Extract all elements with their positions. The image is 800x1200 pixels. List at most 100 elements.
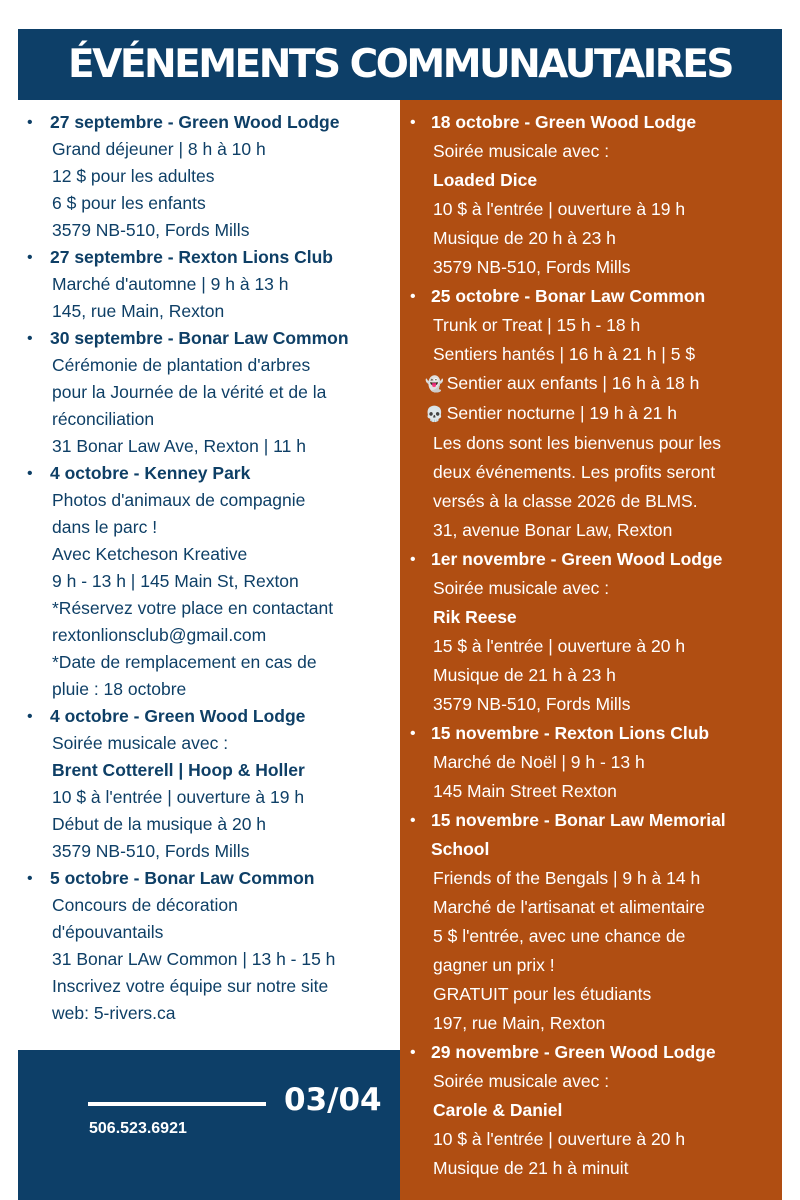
detail-text: Rik Reese xyxy=(433,607,517,627)
detail-text: Soirée musicale avec : xyxy=(52,733,229,753)
event-detail: Soirée musicale avec : xyxy=(431,1067,782,1096)
bullet-icon: • xyxy=(410,812,416,829)
detail-text: réconciliation xyxy=(52,409,155,429)
list-item: • 15 novembre - Bonar Law Memorial School F… xyxy=(400,806,782,1038)
event-detail: Musique de 21 h à minuit xyxy=(431,1154,782,1183)
event-detail: 145, rue Main, Rexton xyxy=(50,298,400,325)
event-detail: 9 h - 13 h | 145 Main St, Rexton xyxy=(50,568,400,595)
event-detail: Marché de l'artisanat et alimentaire xyxy=(431,893,782,922)
list-item: • 4 octobre - Green Wood Lodge Soirée musi… xyxy=(18,703,400,865)
detail-text: 10 $ à l'entrée | ouverture à 19 h xyxy=(433,199,686,219)
event-detail: versés à la classe 2026 de BLMS. xyxy=(431,487,782,516)
event-detail: Friends of the Bengals | 9 h à 14 h xyxy=(431,864,782,893)
list-item: • 4 octobre - Kenney Park Photos d'animaux… xyxy=(18,460,400,703)
bullet-icon: • xyxy=(27,870,33,887)
detail-text: Soirée musicale avec : xyxy=(433,578,610,598)
detail-text: Marché de l'artisanat et alimentaire xyxy=(433,897,705,917)
list-item: • 18 octobre - Green Wood Lodge Soirée mus… xyxy=(400,108,782,282)
performer-name: Rik Reese xyxy=(431,603,782,632)
event-title-cont: School xyxy=(431,839,490,859)
detail-text: Soirée musicale avec : xyxy=(433,141,610,161)
event-detail: GRATUIT pour les étudiants xyxy=(431,980,782,1009)
detail-text: pluie : 18 octobre xyxy=(52,679,187,699)
detail-text: GRATUIT pour les étudiants xyxy=(433,984,652,1004)
detail-text: 9 h - 13 h | 145 Main St, Rexton xyxy=(52,571,299,591)
detail-text: 5 $ l'entrée, avec une chance de xyxy=(433,926,686,946)
detail-text: gagner un prix ! xyxy=(433,955,555,975)
detail-text: Marché de Noël | 9 h - 13 h xyxy=(433,752,645,772)
list-item: • 27 septembre - Green Wood Lodge Grand dé… xyxy=(18,109,400,244)
left-column: • 27 septembre - Green Wood Lodge Grand dé… xyxy=(18,100,400,1050)
detail-text: deux événements. Les profits seront xyxy=(433,462,716,482)
detail-text: *Réservez votre place en contactant xyxy=(52,598,334,618)
event-detail: gagner un prix ! xyxy=(431,951,782,980)
event-detail: 145 Main Street Rexton xyxy=(431,777,782,806)
event-detail: Photos d'animaux de compagnie xyxy=(50,487,400,514)
event-detail: pour la Journée de la vérité et de la xyxy=(50,379,400,406)
detail-text: 3579 NB-510, Fords Mills xyxy=(433,257,631,277)
list-item: • 30 septembre - Bonar Law Common Cérémoni… xyxy=(18,325,400,460)
detail-text: Soirée musicale avec : xyxy=(433,1071,610,1091)
detail-text: Friends of the Bengals | 9 h à 14 h xyxy=(433,868,701,888)
detail-text: 15 $ à l'entrée | ouverture à 20 h xyxy=(433,636,686,656)
event-detail: 15 $ à l'entrée | ouverture à 20 h xyxy=(431,632,782,661)
divider-line xyxy=(88,1102,266,1106)
event-detail: 3579 NB-510, Fords Mills xyxy=(50,838,400,865)
detail-text: dans le parc ! xyxy=(52,517,158,537)
detail-text: 12 $ pour les adultes xyxy=(52,166,215,186)
event-detail: 💀 Sentier nocturne | 19 h à 21 h xyxy=(423,399,782,429)
phone-number: 506.523.6921 xyxy=(89,1120,187,1137)
event-detail: réconciliation xyxy=(50,406,400,433)
event-detail: Concours de décoration xyxy=(50,892,400,919)
event-detail: Musique de 20 h à 23 h xyxy=(431,224,782,253)
detail-text: Trunk or Treat | 15 h - 18 h xyxy=(433,315,641,335)
bullet-icon: • xyxy=(410,551,416,568)
detail-text: Loaded Dice xyxy=(433,170,538,190)
detail-text: Musique de 20 h à 23 h xyxy=(433,228,616,248)
detail-text: Grand déjeuner | 8 h à 10 h xyxy=(52,139,266,159)
detail-text: Marché d'automne | 9 h à 13 h xyxy=(52,274,289,294)
detail-text: Début de la musique à 20 h xyxy=(52,814,267,834)
event-detail: Les dons sont les bienvenus pour les xyxy=(431,429,782,458)
bullet-icon: • xyxy=(27,708,33,725)
event-detail: 31 Bonar Law Ave, Rexton | 11 h xyxy=(50,433,400,460)
event-detail: 3579 NB-510, Fords Mills xyxy=(431,253,782,282)
event-detail: Trunk or Treat | 15 h - 18 h xyxy=(431,311,782,340)
list-item: • 29 novembre - Green Wood Lodge Soirée mu… xyxy=(400,1038,782,1183)
detail-text: d'épouvantails xyxy=(52,922,164,942)
detail-text: 10 $ à l'entrée | ouverture à 20 h xyxy=(433,1129,686,1149)
event-detail: d'épouvantails xyxy=(50,919,400,946)
event-list-left: • 27 septembre - Green Wood Lodge Grand dé… xyxy=(18,100,400,1027)
page-number: 03/04 xyxy=(284,1082,382,1118)
event-detail: 👻 Sentier aux enfants | 16 h à 18 h xyxy=(423,369,782,399)
event-detail: web: 5-rivers.ca xyxy=(50,1000,400,1027)
detail-text: 31, avenue Bonar Law, Rexton xyxy=(433,520,673,540)
event-detail: dans le parc ! xyxy=(50,514,400,541)
event-detail: 10 $ à l'entrée | ouverture à 19 h xyxy=(50,784,400,811)
event-detail: 3579 NB-510, Fords Mills xyxy=(50,217,400,244)
page-header: ÉVÉNEMENTS COMMUNAUTAIRES xyxy=(18,29,782,100)
event-detail: deux événements. Les profits seront xyxy=(431,458,782,487)
list-item: • 1er novembre - Green Wood Lodge Soirée m… xyxy=(400,545,782,719)
event-title: 15 novembre - Bonar Law Memorial xyxy=(431,810,726,830)
detail-text: Concours de décoration xyxy=(52,895,238,915)
event-detail: 3579 NB-510, Fords Mills xyxy=(431,690,782,719)
detail-text: 10 $ à l'entrée | ouverture à 19 h xyxy=(52,787,305,807)
bullet-icon: • xyxy=(27,330,33,347)
detail-text: 145, rue Main, Rexton xyxy=(52,301,225,321)
event-detail: Marché d'automne | 9 h à 13 h xyxy=(50,271,400,298)
detail-text: Cérémonie de plantation d'arbres xyxy=(52,355,311,375)
event-title: 4 octobre - Green Wood Lodge xyxy=(50,706,306,726)
event-detail: Soirée musicale avec : xyxy=(50,730,400,757)
detail-text: 6 $ pour les enfants xyxy=(52,193,206,213)
event-title: 15 novembre - Rexton Lions Club xyxy=(431,723,710,743)
event-detail: Sentiers hantés | 16 h à 21 h | 5 $ xyxy=(431,340,782,369)
event-detail: Musique de 21 h à 23 h xyxy=(431,661,782,690)
event-title: 25 octobre - Bonar Law Common xyxy=(431,286,706,306)
performer-name: Brent Cotterell | Hoop & Holler xyxy=(50,757,400,784)
detail-text: 3579 NB-510, Fords Mills xyxy=(52,220,250,240)
list-item: • 15 novembre - Rexton Lions Club Marché d… xyxy=(400,719,782,806)
performer-name: Loaded Dice xyxy=(431,166,782,195)
event-detail: 197, rue Main, Rexton xyxy=(431,1009,782,1038)
event-detail: Soirée musicale avec : xyxy=(431,137,782,166)
